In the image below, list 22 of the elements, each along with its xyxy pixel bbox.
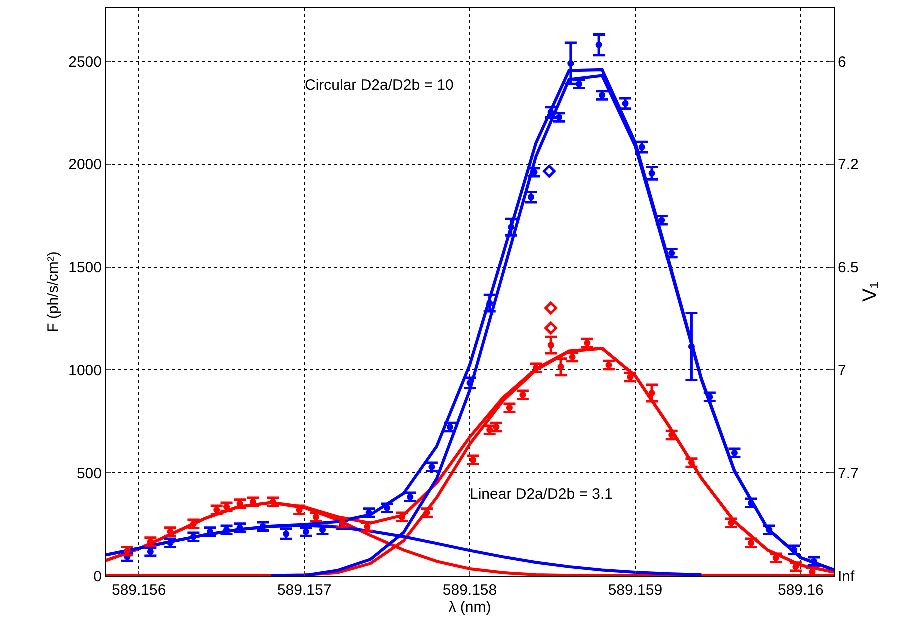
- category-label: 6: [838, 54, 846, 71]
- x-tick-label: 589.157: [277, 582, 332, 599]
- y-tick-label: 1000: [68, 362, 102, 380]
- y-tick-label: 2500: [68, 54, 102, 71]
- y-tick-label: 1500: [68, 260, 102, 277]
- y-tick-label: 2000: [68, 156, 102, 174]
- y-tick-label: 0: [94, 568, 102, 586]
- x-tick-label: 589.16: [778, 582, 824, 599]
- annotation: Circular D2a/D2b = 10: [305, 77, 454, 94]
- annotation: Linear D2a/D2b = 3.1: [470, 486, 614, 503]
- x-tick-label: 589.158: [442, 582, 498, 599]
- y-axis-title: F (ph/s/cm²): [44, 252, 62, 332]
- category-label: 7.2: [838, 156, 859, 174]
- y-tick-label: 500: [76, 465, 102, 482]
- y2-axis-title: V₁: [859, 282, 882, 302]
- category-label: 7: [838, 362, 846, 380]
- x-tick-label: 589.159: [608, 582, 663, 599]
- x-tick-label: 589.156: [112, 582, 166, 599]
- category-label: Inf: [838, 568, 855, 586]
- x-axis-title: λ (nm): [448, 599, 492, 616]
- category-label: 6.5: [838, 260, 859, 277]
- category-label: 7.7: [838, 465, 859, 482]
